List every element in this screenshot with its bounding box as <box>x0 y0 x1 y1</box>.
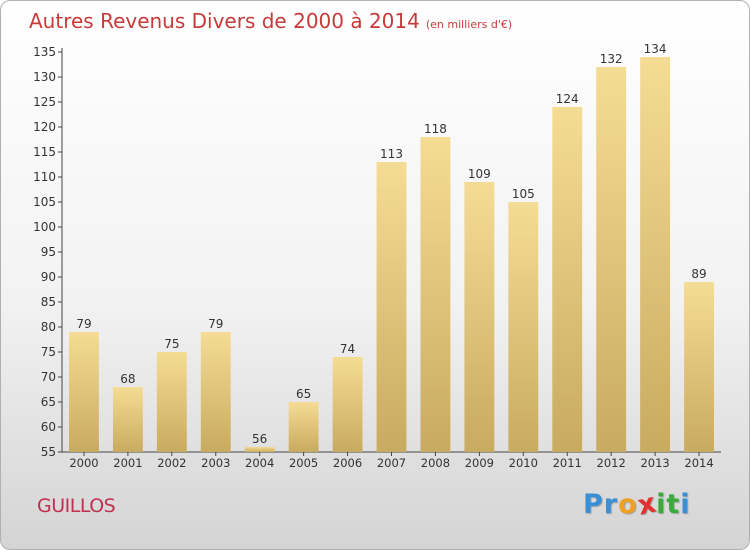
y-tick-label: 75 <box>41 345 56 359</box>
y-tick-label: 70 <box>41 370 56 384</box>
data-label: 56 <box>252 432 267 446</box>
x-tick-label: 2002 <box>157 456 186 470</box>
y-tick-label: 65 <box>41 395 56 409</box>
y-tick-label: 115 <box>33 145 56 159</box>
y-tick-label: 100 <box>33 220 56 234</box>
logo-letter: i <box>680 489 691 520</box>
x-tick-label: 2003 <box>201 456 230 470</box>
x-tick-label: 2010 <box>509 456 538 470</box>
bar-2005 <box>288 402 319 452</box>
bar-2011 <box>552 107 583 452</box>
y-tick-label: 135 <box>33 45 56 59</box>
y-tick-label: 120 <box>33 120 56 134</box>
x-tick-label: 2000 <box>69 456 98 470</box>
data-label: 74 <box>340 342 355 356</box>
logo-letter: P <box>583 489 604 520</box>
y-tick-label: 55 <box>41 445 56 459</box>
bar-2009 <box>464 182 495 452</box>
bars <box>69 57 714 452</box>
data-label: 105 <box>512 187 535 201</box>
data-labels: 79 68 75 79 56 65 74 113 118 109 105 124 132 134 89 <box>76 42 706 446</box>
x-tick-label: 2004 <box>245 456 274 470</box>
bar-2004 <box>244 447 275 452</box>
bar-2000 <box>69 332 99 452</box>
x-tick-label: 2001 <box>113 456 142 470</box>
bar-2014 <box>684 282 714 452</box>
data-label: 79 <box>208 317 223 331</box>
bar-2003 <box>200 332 231 452</box>
x-axis: 2000 2001 2002 2003 2004 2005 2006 2007 2008 2009… <box>62 451 721 470</box>
logo-letter: t <box>666 489 681 520</box>
y-tick-label: 110 <box>33 170 56 184</box>
data-label: 75 <box>164 337 179 351</box>
y-tick-label: 60 <box>41 420 56 434</box>
data-label: 134 <box>644 42 667 56</box>
y-tick-label: 125 <box>33 95 56 109</box>
y-tick-label: 90 <box>41 270 56 284</box>
x-tick-label: 2011 <box>553 456 582 470</box>
bar-2007 <box>376 162 407 452</box>
bar-2006 <box>332 357 363 452</box>
x-tick-label: 2014 <box>684 456 713 470</box>
bar-2013 <box>640 57 671 452</box>
y-axis: 55 60 65 70 75 80 85 90 95 100 105 110 115 120 125 130 1… <box>33 45 63 459</box>
y-tick-label: 80 <box>41 320 56 334</box>
logo-letter: i <box>656 489 667 520</box>
logo-letter: o <box>618 489 638 520</box>
chart-title-text: Autres Revenus Divers de 2000 à 2014 <box>29 9 420 33</box>
y-tick-label: 95 <box>41 245 56 259</box>
bar-2012 <box>596 67 627 452</box>
x-tick-label: 2013 <box>640 456 669 470</box>
chart-title: Autres Revenus Divers de 2000 à 2014 (en … <box>29 9 512 33</box>
y-tick-label: 105 <box>33 195 56 209</box>
bar-2008 <box>420 137 451 452</box>
y-tick-label: 85 <box>41 295 56 309</box>
data-label: 65 <box>296 387 311 401</box>
x-tick-label: 2006 <box>333 456 362 470</box>
logo-letter: r <box>603 489 619 520</box>
data-label: 79 <box>76 317 91 331</box>
chart-unit: (en milliers d'€) <box>425 18 513 31</box>
proxiti-logo: Proxiti <box>583 487 691 521</box>
x-tick-label: 2007 <box>377 456 406 470</box>
data-label: 132 <box>600 52 623 66</box>
data-label: 124 <box>556 92 579 106</box>
data-label: 89 <box>691 267 706 281</box>
bar-2001 <box>112 387 143 452</box>
bar-2010 <box>508 202 539 452</box>
bar-2002 <box>156 352 187 452</box>
data-label: 109 <box>468 167 491 181</box>
x-tick-label: 2012 <box>597 456 626 470</box>
x-tick-label: 2009 <box>465 456 494 470</box>
y-tick-label: 130 <box>33 70 56 84</box>
commune-name: GUILLOS <box>37 495 116 517</box>
x-tick-label: 2008 <box>421 456 450 470</box>
data-label: 118 <box>424 122 447 136</box>
x-tick-label: 2005 <box>289 456 318 470</box>
data-label: 68 <box>120 372 135 386</box>
data-label: 113 <box>380 147 403 161</box>
